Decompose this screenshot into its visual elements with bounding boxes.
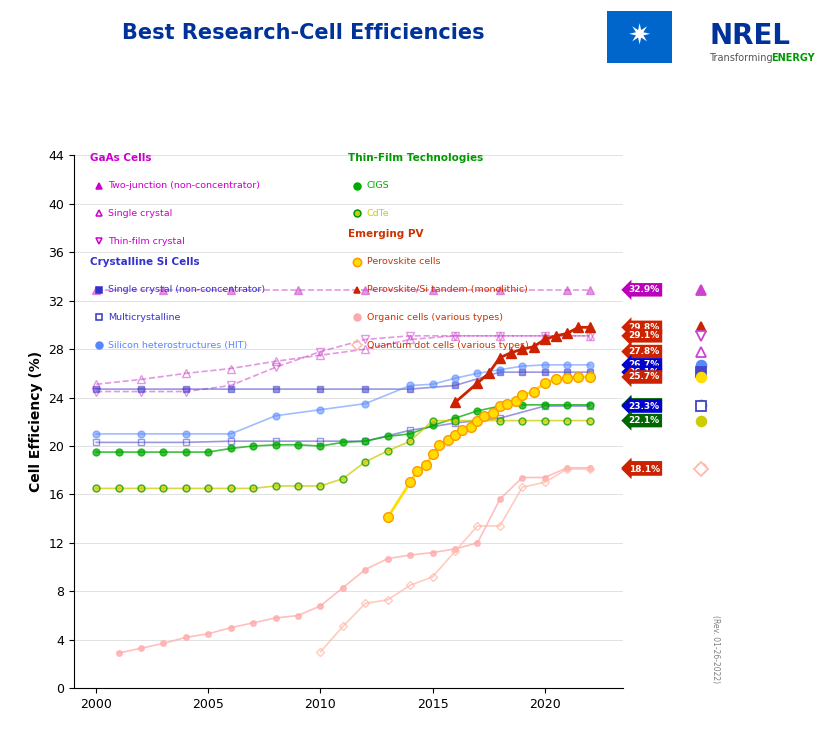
Text: Two-junction (non-concentrator): Two-junction (non-concentrator) <box>108 181 260 190</box>
Text: 26.7%: 26.7% <box>628 360 659 369</box>
Text: Thin-Film Technologies: Thin-Film Technologies <box>348 153 483 163</box>
Text: CdTe: CdTe <box>366 209 389 218</box>
Text: 22.1%: 22.1% <box>628 416 659 425</box>
Text: Single crystal (non-concentrator): Single crystal (non-concentrator) <box>108 285 265 295</box>
Text: Perovskite/Si tandem (monolithic): Perovskite/Si tandem (monolithic) <box>366 285 527 295</box>
Text: Multicrystalline: Multicrystalline <box>108 313 180 322</box>
Text: Single crystal: Single crystal <box>108 209 173 218</box>
Text: 18.2%: 18.2% <box>628 463 659 472</box>
Text: 29.8%: 29.8% <box>628 323 659 332</box>
Y-axis label: Cell Efficiency (%): Cell Efficiency (%) <box>29 352 43 492</box>
Text: Silicon heterostructures (HIT): Silicon heterostructures (HIT) <box>108 340 247 349</box>
Text: Perovskite cells: Perovskite cells <box>366 258 440 266</box>
Text: 18.1%: 18.1% <box>628 465 659 474</box>
Text: 26.1%: 26.1% <box>628 368 659 377</box>
Text: GaAs Cells: GaAs Cells <box>90 153 152 163</box>
Text: 27.8%: 27.8% <box>628 347 659 356</box>
Text: Best Research-Cell Efficiencies: Best Research-Cell Efficiencies <box>122 23 484 44</box>
Text: ✷: ✷ <box>627 23 650 51</box>
Text: Quantum dot cells (various types): Quantum dot cells (various types) <box>366 340 527 349</box>
Text: CIGS: CIGS <box>366 181 389 190</box>
Text: NREL: NREL <box>708 21 790 50</box>
Text: (Rev. 01-26-2022): (Rev. 01-26-2022) <box>710 615 719 683</box>
Text: 23.4%: 23.4% <box>628 400 659 409</box>
Text: Organic cells (various types): Organic cells (various types) <box>366 313 502 322</box>
Text: 25.7%: 25.7% <box>628 372 659 382</box>
Text: ENERGY: ENERGY <box>770 53 813 63</box>
Text: 23.3%: 23.3% <box>628 402 659 411</box>
Text: 32.9%: 32.9% <box>628 286 659 295</box>
Text: Crystalline Si Cells: Crystalline Si Cells <box>90 257 200 267</box>
Text: Thin-film crystal: Thin-film crystal <box>108 237 185 246</box>
Text: Transforming: Transforming <box>708 53 775 63</box>
Text: Emerging PV: Emerging PV <box>348 229 423 239</box>
Text: 29.1%: 29.1% <box>628 332 659 340</box>
